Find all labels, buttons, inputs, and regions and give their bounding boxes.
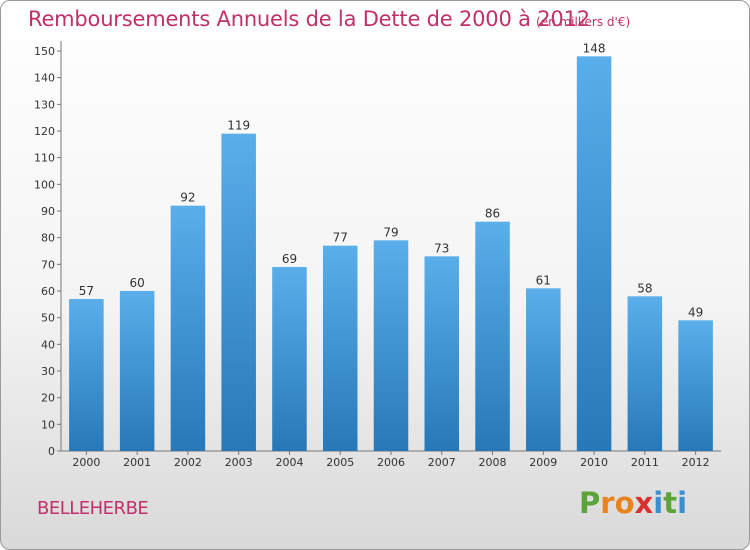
x-tick-label: 2012 [682,456,710,469]
x-tick-label: 2008 [479,456,507,469]
proxiti-logo: Proxiti [579,486,687,520]
bar [221,133,256,452]
x-tick-label: 2005 [326,456,354,469]
data-label: 73 [434,241,449,255]
bars [69,56,713,452]
data-label: 79 [383,225,398,239]
bar [576,56,612,451]
data-label: 92 [180,191,195,205]
bar [119,291,155,451]
logo-letter: i [677,486,688,520]
data-label: 60 [130,276,145,290]
bar [678,320,713,451]
chart-unit: (en milliers d'€) [536,15,631,29]
data-label: 119 [227,119,250,133]
y-tick-label: 140 [34,72,55,85]
data-label: 86 [485,207,500,221]
town-name: BELLEHERBE [37,498,149,519]
y-tick-label: 0 [48,445,55,458]
x-tick-label: 2002 [174,456,202,469]
data-label: 77 [333,231,348,245]
bar [526,288,561,451]
data-label: 69 [282,252,297,266]
data-label: 58 [637,281,652,295]
x-tick-label: 2006 [377,456,405,469]
y-tick-label: 150 [34,45,55,58]
bar [373,240,409,451]
y-tick-label: 80 [41,232,55,245]
chart-title: Remboursements Annuels de la Dette de 20… [28,7,590,31]
axes: 0 10 20 30 40 50 60 70 80 90 100 110 120 130 140 150 200… [34,41,721,469]
x-tick-label: 2000 [72,456,100,469]
logo-letter: r [600,486,615,520]
data-labels: 57 60 92 119 69 77 79 73 86 61 148 58 49 [79,41,704,319]
bar [322,245,358,451]
y-tick-label: 10 [41,418,55,431]
data-label: 57 [79,284,94,298]
logo-letter: t [663,486,678,520]
y-tick-label: 60 [41,285,55,298]
x-tick-label: 2004 [275,456,303,469]
logo-letter: i [653,486,664,520]
logo-letter: P [579,486,601,520]
bar [170,205,206,451]
bar [69,299,104,451]
y-tick-label: 70 [41,258,55,271]
data-label: 61 [536,273,551,287]
y-tick-label: 40 [41,338,55,351]
data-label: 49 [688,305,703,319]
bar [424,256,460,451]
x-tick-label: 2010 [580,456,608,469]
y-tick-label: 130 [34,98,55,111]
x-tick-label: 2003 [225,456,253,469]
logo-letter: o [614,486,635,520]
y-tick-label: 30 [41,365,55,378]
y-tick-label: 90 [41,205,55,218]
bar [272,267,307,451]
bar [475,221,510,451]
y-tick-label: 50 [41,312,55,325]
x-tick-label: 2011 [631,456,659,469]
y-tick-label: 120 [34,125,55,138]
y-tick-label: 100 [34,178,55,191]
x-tick-label: 2007 [428,456,456,469]
data-label: 148 [583,41,606,55]
y-tick-label: 20 [41,392,55,405]
bar [627,296,663,451]
x-tick-label: 2009 [529,456,557,469]
x-tick-label: 2001 [123,456,151,469]
y-tick-label: 110 [34,152,55,165]
logo-letter: x [634,486,654,520]
